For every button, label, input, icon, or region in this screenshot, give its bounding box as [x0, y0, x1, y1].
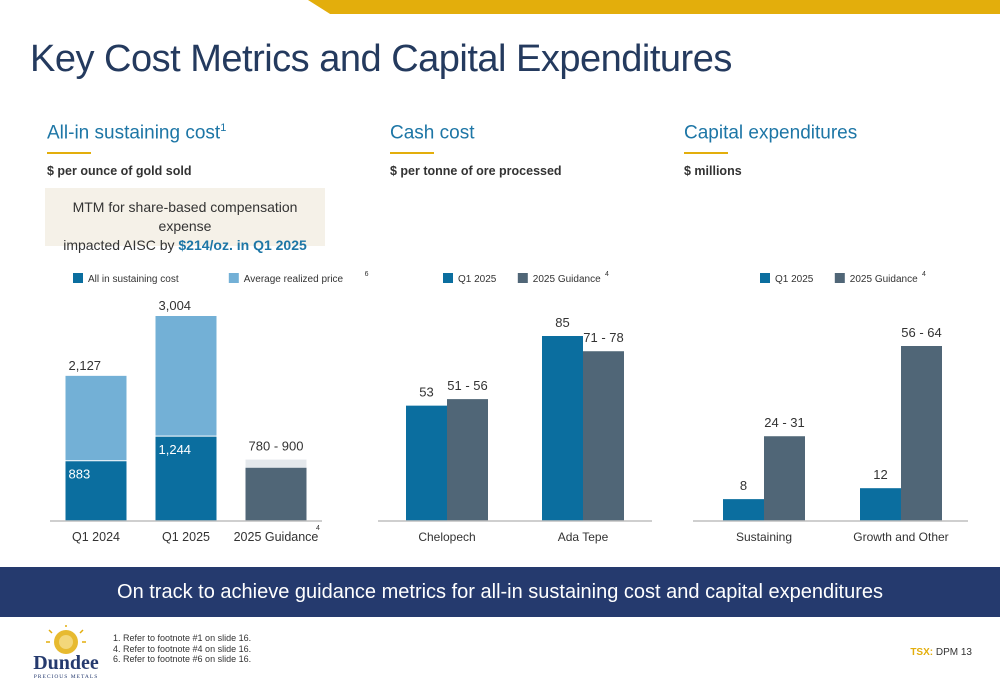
- section-capex: Capital expenditures $ millions: [684, 122, 857, 178]
- mtm-callout: MTM for share-based compensation expense…: [45, 188, 325, 253]
- summary-banner: On track to achieve guidance metrics for…: [0, 567, 1000, 617]
- section-subheading: $ per tonne of ore processed: [390, 164, 562, 179]
- data-label-realized-price: 3,004: [159, 298, 192, 313]
- ticker-page-number: TSX: DPM 13: [910, 647, 972, 658]
- bar-2025-guidance: [764, 436, 805, 521]
- data-label-guidance: 56 - 64: [901, 325, 941, 340]
- category-label: 2025 Guidance: [234, 530, 319, 544]
- bar-aisc: [155, 436, 217, 521]
- legend-swatch: [760, 273, 770, 283]
- data-label-q1-2025: 12: [873, 467, 887, 482]
- heading-rule: [684, 152, 728, 155]
- bar-average-realized-price: [155, 316, 217, 437]
- bar-2025-guidance: [583, 351, 624, 521]
- data-label-guidance: 24 - 31: [764, 415, 804, 430]
- legend-swatch: [517, 273, 528, 283]
- data-label-guidance: 51 - 56: [447, 378, 487, 393]
- callout-highlight: $214/oz. in Q1 2025: [178, 237, 307, 253]
- bar-q1-2025: [723, 499, 764, 521]
- heading-rule: [390, 152, 434, 155]
- charts-svg: All in sustaining cost Average realized p…: [50, 271, 968, 544]
- legend-footnote-marker: 4: [922, 271, 926, 278]
- legend-swatch: [443, 273, 453, 283]
- data-label-realized-price: 2,127: [69, 358, 102, 373]
- legend-swatch: [228, 273, 239, 283]
- bar-aisc: [65, 460, 127, 521]
- legend-swatch: [834, 273, 845, 283]
- bar-2025-guidance: [447, 399, 488, 521]
- category-label: Sustaining: [736, 530, 792, 544]
- section-heading: Cash cost: [390, 122, 475, 144]
- heading-rule: [47, 152, 91, 155]
- section-aisc: All-in sustaining cost1 $ per ounce of g…: [47, 122, 226, 178]
- footnotes: 1. Refer to footnote #1 on slide 16. 4. …: [113, 633, 251, 665]
- company-logo: Dundee PRECIOUS METALS: [28, 623, 104, 680]
- section-subheading: $ per ounce of gold sold: [47, 164, 192, 179]
- bar-2025-guidance: [901, 346, 942, 521]
- logo-subtext: PRECIOUS METALS: [34, 674, 99, 680]
- bar-guidance: [245, 467, 307, 521]
- guidance-range-cap: [245, 459, 307, 468]
- footnote: 4. Refer to footnote #4 on slide 16.: [113, 643, 252, 654]
- bar-average-realized-price: [65, 375, 127, 461]
- section-subheading: $ millions: [684, 164, 742, 179]
- category-label: Chelopech: [418, 530, 475, 544]
- bar-q1-2025: [406, 405, 447, 521]
- data-label-guidance: 780 - 900: [249, 439, 304, 454]
- section-heading: Capital expenditures: [684, 122, 858, 144]
- data-label-aisc: 883: [69, 467, 91, 482]
- bar-q1-2025: [542, 336, 583, 521]
- legend-label: Average realized price: [244, 274, 344, 285]
- category-label: Q1 2025: [162, 530, 210, 544]
- footnote: 6. Refer to footnote #6 on slide 16.: [113, 654, 252, 664]
- data-label-q1-2025: 53: [419, 385, 433, 400]
- top-accent-bar: [308, 0, 1000, 14]
- legend-swatch: [73, 273, 83, 283]
- legend-label: 2025 Guidance: [850, 274, 918, 285]
- sun-icon: [46, 623, 86, 654]
- logo-wordmark: Dundee: [33, 652, 99, 674]
- legend-label: Q1 2025: [775, 274, 814, 285]
- section-heading: All-in sustaining cost1: [47, 122, 227, 144]
- callout-line-1: MTM for share-based compensation expense: [72, 199, 298, 234]
- data-label-q1-2025: 85: [555, 315, 569, 330]
- data-label-aisc: 1,244: [159, 442, 192, 457]
- footnote: 1. Refer to footnote #1 on slide 16.: [113, 633, 252, 643]
- category-label: Growth and Other: [853, 530, 948, 544]
- legend-label: Q1 2025: [458, 274, 497, 285]
- legend-label: 2025 Guidance: [533, 274, 601, 285]
- legend-label: All in sustaining cost: [88, 274, 179, 285]
- category-label: Ada Tepe: [558, 530, 609, 544]
- legend-footnote-marker: 6: [365, 271, 369, 278]
- data-label-q1-2025: 8: [740, 478, 747, 493]
- callout-line-2: impacted AISC by $214/oz. in Q1 2025: [63, 237, 307, 253]
- page-title: Key Cost Metrics and Capital Expenditure…: [30, 38, 732, 80]
- legend-footnote-marker: 4: [605, 271, 609, 278]
- category-label: Q1 2024: [72, 530, 120, 544]
- category-footnote-marker: 4: [316, 525, 320, 532]
- data-label-guidance: 71 - 78: [583, 330, 623, 345]
- bar-q1-2025: [860, 488, 901, 521]
- section-cash-cost: Cash cost $ per tonne of ore processed: [390, 122, 562, 178]
